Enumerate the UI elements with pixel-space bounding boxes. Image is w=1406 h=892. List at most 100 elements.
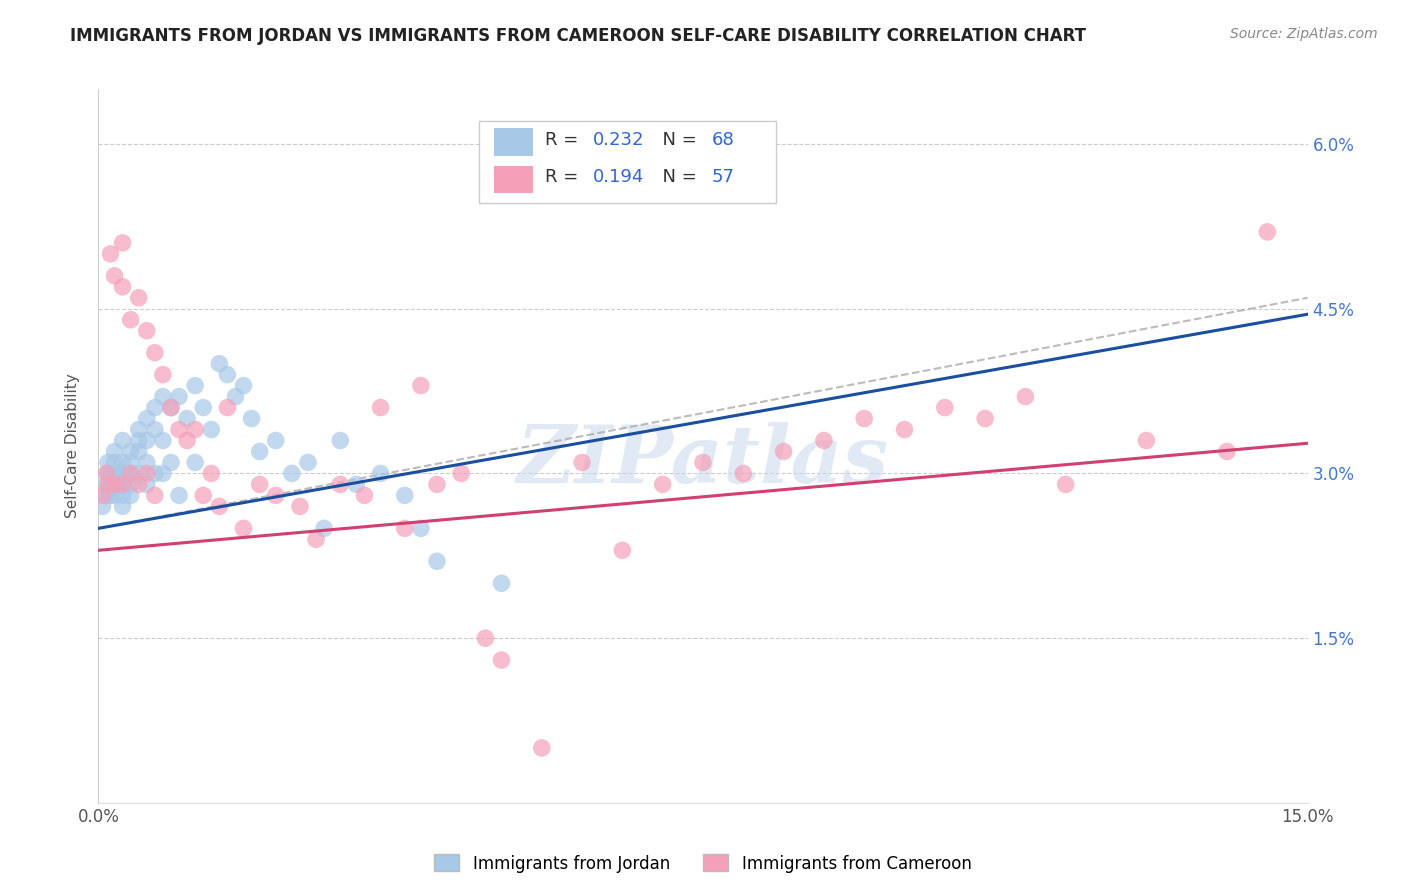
Point — [97, 477, 120, 491]
Point — [103, 477, 125, 491]
Text: 57: 57 — [711, 168, 734, 186]
Point — [97, 455, 120, 469]
Point — [128, 444, 150, 458]
Point — [152, 467, 174, 481]
Legend: Immigrants from Jordan, Immigrants from Cameroon: Immigrants from Jordan, Immigrants from … — [427, 847, 979, 880]
Point — [208, 357, 231, 371]
Point — [160, 401, 183, 415]
Point — [135, 434, 157, 448]
Text: R =: R = — [544, 168, 583, 186]
Point — [974, 411, 997, 425]
Point — [111, 280, 134, 294]
Point — [160, 401, 183, 415]
Point — [612, 543, 634, 558]
Point — [1014, 390, 1036, 404]
Point — [264, 488, 287, 502]
Point — [91, 488, 114, 502]
Point — [167, 488, 190, 502]
Point — [120, 455, 142, 469]
Point — [853, 411, 876, 425]
Point — [120, 488, 142, 502]
Point — [103, 268, 125, 283]
Point — [1256, 225, 1278, 239]
Point — [329, 434, 352, 448]
Point — [370, 467, 392, 481]
Point — [152, 368, 174, 382]
Point — [103, 488, 125, 502]
Point — [571, 455, 593, 469]
Point — [143, 401, 166, 415]
Point — [193, 488, 215, 502]
Point — [264, 434, 287, 448]
Point — [184, 423, 207, 437]
Point — [224, 390, 246, 404]
Point — [111, 477, 134, 491]
Text: 0.232: 0.232 — [593, 131, 644, 149]
Point — [120, 477, 142, 491]
Point — [120, 444, 142, 458]
Point — [232, 378, 254, 392]
Point — [184, 378, 207, 392]
Point — [120, 467, 142, 481]
Point — [651, 477, 673, 491]
Point — [409, 378, 432, 392]
Point — [200, 423, 222, 437]
Point — [152, 434, 174, 448]
Point — [1135, 434, 1157, 448]
Point — [100, 477, 122, 491]
Point — [103, 455, 125, 469]
Y-axis label: Self-Care Disability: Self-Care Disability — [65, 374, 80, 518]
Point — [100, 247, 122, 261]
Point — [297, 455, 319, 469]
Point — [128, 434, 150, 448]
Point — [103, 477, 125, 491]
Text: 0.194: 0.194 — [593, 168, 644, 186]
Text: IMMIGRANTS FROM JORDAN VS IMMIGRANTS FROM CAMEROON SELF-CARE DISABILITY CORRELAT: IMMIGRANTS FROM JORDAN VS IMMIGRANTS FRO… — [70, 27, 1087, 45]
Point — [329, 477, 352, 491]
Point — [217, 401, 239, 415]
Point — [344, 477, 367, 491]
Text: Source: ZipAtlas.com: Source: ZipAtlas.com — [1230, 27, 1378, 41]
Point — [934, 401, 956, 415]
Point — [893, 423, 915, 437]
Point — [450, 467, 472, 481]
Point — [370, 401, 392, 415]
Point — [249, 444, 271, 458]
Point — [111, 477, 134, 491]
Point — [208, 500, 231, 514]
Point — [305, 533, 328, 547]
Point — [232, 521, 254, 535]
Point — [96, 488, 118, 502]
Point — [107, 477, 129, 491]
Point — [143, 488, 166, 502]
Point — [120, 467, 142, 481]
Point — [111, 235, 134, 250]
Point — [491, 576, 513, 591]
Point — [249, 477, 271, 491]
Text: ZIPatlas: ZIPatlas — [517, 422, 889, 499]
Point — [128, 467, 150, 481]
Point — [176, 411, 198, 425]
FancyBboxPatch shape — [479, 121, 776, 203]
Point — [530, 148, 553, 162]
Point — [107, 467, 129, 481]
Point — [128, 291, 150, 305]
Point — [692, 455, 714, 469]
Point — [353, 488, 375, 502]
Point — [281, 467, 304, 481]
Point — [103, 444, 125, 458]
Point — [111, 455, 134, 469]
Point — [135, 467, 157, 481]
Text: N =: N = — [651, 131, 703, 149]
Point — [193, 401, 215, 415]
Point — [143, 423, 166, 437]
Point — [409, 521, 432, 535]
Point — [426, 554, 449, 568]
Point — [426, 477, 449, 491]
Point — [184, 455, 207, 469]
Point — [314, 521, 336, 535]
Point — [1054, 477, 1077, 491]
Point — [143, 345, 166, 359]
Point — [135, 455, 157, 469]
Point — [474, 631, 496, 645]
